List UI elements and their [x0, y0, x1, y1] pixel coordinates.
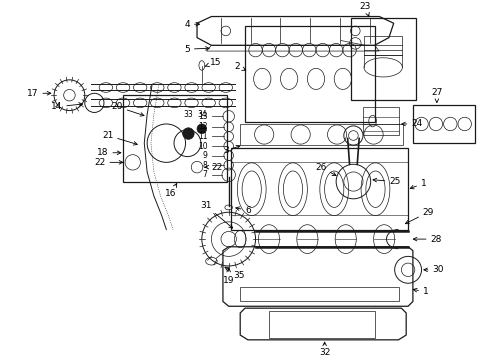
Text: 30: 30	[424, 265, 443, 274]
Text: 17: 17	[27, 89, 51, 98]
Text: 19: 19	[223, 268, 234, 284]
Text: 20: 20	[112, 102, 144, 116]
Text: 35: 35	[225, 267, 245, 280]
Bar	[245, 26, 374, 122]
Text: 4: 4	[185, 20, 199, 29]
Circle shape	[197, 124, 207, 134]
Text: 32: 32	[319, 342, 330, 357]
Text: 10: 10	[198, 141, 208, 150]
Text: 15: 15	[205, 58, 221, 67]
Text: 29: 29	[405, 208, 434, 224]
Text: 6: 6	[236, 206, 251, 215]
Text: 5: 5	[185, 45, 209, 54]
Text: 7: 7	[203, 170, 208, 179]
Text: 22: 22	[205, 163, 222, 172]
Text: 33: 33	[184, 110, 193, 119]
Text: 3: 3	[223, 145, 240, 155]
Text: 28: 28	[413, 235, 441, 244]
Bar	[350, 18, 416, 100]
Text: 18: 18	[98, 148, 121, 157]
Bar	[240, 124, 403, 145]
Text: 8: 8	[203, 161, 208, 170]
Text: 34: 34	[197, 110, 207, 119]
Circle shape	[183, 128, 194, 139]
Text: 1: 1	[413, 287, 428, 296]
Text: 12: 12	[198, 122, 208, 131]
Text: 9: 9	[203, 151, 208, 160]
Bar	[231, 148, 408, 230]
Text: 11: 11	[198, 132, 208, 141]
Text: 23: 23	[359, 2, 370, 16]
Text: 1: 1	[410, 179, 426, 189]
Text: 26: 26	[315, 163, 336, 176]
Bar	[240, 287, 398, 301]
Text: 22: 22	[95, 158, 123, 167]
Bar	[363, 107, 399, 135]
Text: 16: 16	[166, 184, 177, 198]
Bar	[413, 105, 475, 143]
Bar	[364, 36, 402, 55]
Text: 2: 2	[235, 62, 246, 71]
Text: 14: 14	[51, 102, 82, 111]
Text: 31: 31	[200, 201, 233, 228]
Text: 13: 13	[198, 112, 208, 121]
Bar	[123, 95, 227, 181]
Text: 25: 25	[373, 177, 400, 186]
Text: 24: 24	[402, 120, 422, 129]
Text: 21: 21	[102, 131, 137, 145]
Text: 27: 27	[431, 88, 442, 103]
Bar	[269, 311, 374, 338]
